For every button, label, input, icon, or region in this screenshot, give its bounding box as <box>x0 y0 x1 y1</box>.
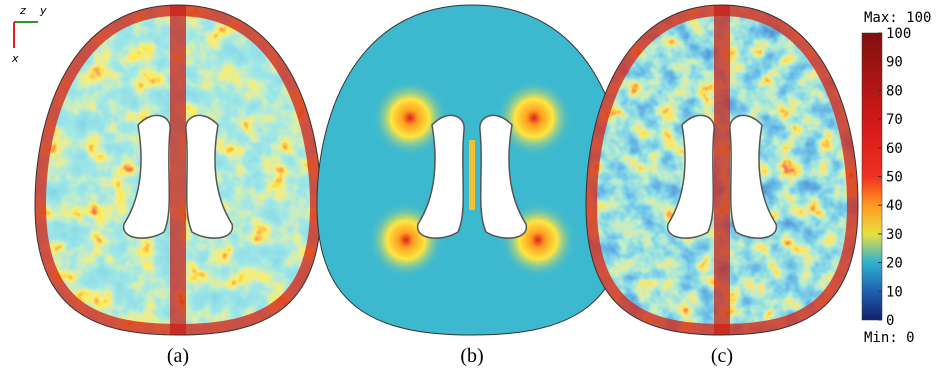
colorbar-tick-label: 90 <box>886 55 903 71</box>
colorbar-tick-label: 20 <box>886 256 903 272</box>
colorbar-tick-label: 30 <box>886 227 903 243</box>
y-label: y <box>39 4 47 17</box>
colorbar-tick-label: 10 <box>886 284 903 300</box>
midline <box>170 5 186 335</box>
colorbar-tick-label: 80 <box>886 83 903 99</box>
panels: (a) (b) (c) <box>35 5 858 367</box>
colorbar-max: Max: 100 <box>864 10 931 26</box>
axes-indicator: z y x <box>11 4 47 65</box>
brain-panel: (c) <box>586 5 858 367</box>
colorbar: Max: 100 Min: 0 0 10 20 30 40 50 60 70 80 90 100 <box>862 10 931 346</box>
panel-label: (a) <box>167 345 189 367</box>
midline <box>714 5 730 335</box>
colorbar-tick-label: 50 <box>886 170 903 186</box>
brain-panel: (a) <box>35 5 321 367</box>
colorbar-tick-label: 60 <box>886 141 903 157</box>
colorbar-tick-label: 70 <box>886 112 903 128</box>
colorbar-tick-label: 100 <box>886 26 911 42</box>
colorbar-tick-label: 40 <box>886 198 903 214</box>
z-label: z <box>19 4 26 17</box>
midline <box>469 140 475 210</box>
x-label: x <box>11 52 19 65</box>
panel-label: (c) <box>711 345 733 367</box>
colorbar-tick-label: 0 <box>886 313 894 329</box>
brain-panel: (b) <box>317 5 627 367</box>
figure: z y x (a) (b) (c) Max: 100 Min: 0 0 10 20 30 4… <box>0 0 944 377</box>
brain-fill <box>317 5 627 335</box>
colorbar-min: Min: 0 <box>864 330 915 346</box>
panel-label: (b) <box>460 345 483 367</box>
